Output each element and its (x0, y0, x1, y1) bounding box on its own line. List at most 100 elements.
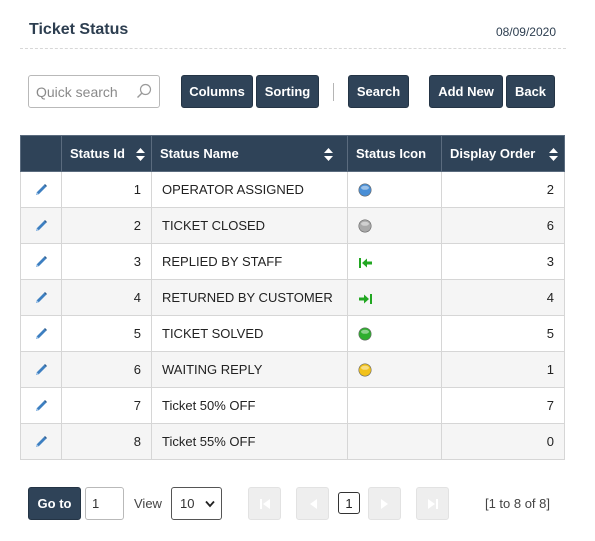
status-name-cell: Ticket 55% OFF (151, 423, 348, 460)
sort-icon[interactable] (136, 148, 145, 161)
quick-search-input[interactable] (29, 76, 136, 107)
edit-cell[interactable] (20, 423, 62, 460)
previous-page-icon (309, 498, 317, 509)
table-row: 3 REPLIED BY STAFF 3 (20, 243, 565, 280)
toolbar-separator (333, 83, 334, 101)
status-icon-cell (347, 351, 442, 388)
ticket-status-table: Status Id Status Name Status Icon Displa… (20, 135, 565, 460)
first-page-icon (259, 498, 270, 509)
sort-icon[interactable] (324, 148, 333, 161)
sort-icon[interactable] (549, 148, 558, 161)
status-id-cell: 2 (61, 207, 152, 244)
edit-cell[interactable] (20, 207, 62, 244)
header-edit-column (20, 135, 62, 172)
edit-cell[interactable] (20, 351, 62, 388)
edit-cell[interactable] (20, 279, 62, 316)
status-icon-cell (347, 243, 442, 280)
status-id-cell: 5 (61, 315, 152, 352)
quick-search-box[interactable] (28, 75, 160, 108)
pencil-icon[interactable] (34, 399, 48, 413)
header-status-icon-label: Status Icon (356, 146, 427, 161)
header-status-name-label: Status Name (160, 146, 239, 161)
page-size-select[interactable]: 10 (171, 487, 222, 520)
pencil-icon[interactable] (34, 255, 48, 269)
header-status-id-label: Status Id (70, 146, 125, 161)
table-row: 5 TICKET SOLVED 5 (20, 315, 565, 352)
blue-ball-icon (358, 183, 372, 197)
pencil-icon[interactable] (34, 435, 48, 449)
go-to-button[interactable]: Go to (28, 487, 81, 520)
display-order-cell: 4 (441, 279, 565, 316)
search-icon[interactable] (136, 83, 152, 99)
status-id-cell: 4 (61, 279, 152, 316)
table-header-row: Status Id Status Name Status Icon Displa… (20, 135, 565, 172)
status-id-cell: 6 (61, 351, 152, 388)
gray-ball-icon (358, 219, 372, 233)
status-name-cell: TICKET SOLVED (151, 315, 348, 352)
status-id-cell: 3 (61, 243, 152, 280)
page-date: 08/09/2020 (495, 25, 556, 39)
status-icon-cell (347, 423, 442, 460)
status-icon-cell (347, 315, 442, 352)
status-name-cell: WAITING REPLY (151, 351, 348, 388)
status-name-cell: Ticket 50% OFF (151, 387, 348, 424)
header-display-order[interactable]: Display Order (441, 135, 565, 172)
status-id-cell: 7 (61, 387, 152, 424)
next-page-icon (380, 498, 388, 509)
edit-cell[interactable] (20, 315, 62, 352)
status-name-cell: REPLIED BY STAFF (151, 243, 348, 280)
page-size-value: 10 (180, 496, 195, 511)
pencil-icon[interactable] (34, 363, 48, 377)
page-title: Ticket Status (29, 21, 129, 38)
view-label: View (134, 496, 162, 511)
display-order-cell: 5 (441, 315, 565, 352)
header-status-name[interactable]: Status Name (151, 135, 348, 172)
status-icon-cell (347, 387, 442, 424)
status-id-cell: 1 (61, 171, 152, 208)
display-order-cell: 3 (441, 243, 565, 280)
table-row: 1 OPERATOR ASSIGNED 2 (20, 171, 565, 208)
current-page-indicator[interactable]: 1 (338, 492, 360, 514)
arrow-right-bar-icon (359, 293, 372, 304)
edit-cell[interactable] (20, 387, 62, 424)
status-id-cell: 8 (61, 423, 152, 460)
table-row: 2 TICKET CLOSED 6 (20, 207, 565, 244)
pencil-icon[interactable] (34, 327, 48, 341)
display-order-cell: 6 (441, 207, 565, 244)
page-number-input[interactable] (85, 487, 124, 520)
edit-cell[interactable] (20, 243, 62, 280)
table-row: 8 Ticket 55% OFF 0 (20, 423, 565, 460)
first-page-button[interactable] (248, 487, 281, 520)
arrow-left-bar-icon (359, 257, 372, 268)
table-row: 6 WAITING REPLY 1 (20, 351, 565, 388)
status-name-cell: TICKET CLOSED (151, 207, 348, 244)
display-order-cell: 1 (441, 351, 565, 388)
status-name-cell: RETURNED BY CUSTOMER (151, 279, 348, 316)
yellow-ball-icon (358, 363, 372, 377)
back-button[interactable]: Back (506, 75, 555, 108)
header-display-order-label: Display Order (450, 146, 536, 161)
last-page-icon (427, 498, 438, 509)
display-order-cell: 2 (441, 171, 565, 208)
header-divider (20, 48, 566, 49)
chevron-down-icon (205, 500, 215, 508)
status-icon-cell (347, 171, 442, 208)
edit-cell[interactable] (20, 171, 62, 208)
pencil-icon[interactable] (34, 219, 48, 233)
header-status-icon[interactable]: Status Icon (347, 135, 442, 172)
previous-page-button[interactable] (296, 487, 329, 520)
pencil-icon[interactable] (34, 183, 48, 197)
search-button[interactable]: Search (348, 75, 409, 108)
table-row: 4 RETURNED BY CUSTOMER 4 (20, 279, 565, 316)
sorting-button[interactable]: Sorting (256, 75, 319, 108)
display-order-cell: 7 (441, 387, 565, 424)
next-page-button[interactable] (368, 487, 401, 520)
add-new-button[interactable]: Add New (429, 75, 503, 108)
status-name-cell: OPERATOR ASSIGNED (151, 171, 348, 208)
green-ball-icon (358, 327, 372, 341)
columns-button[interactable]: Columns (181, 75, 253, 108)
pencil-icon[interactable] (34, 291, 48, 305)
header-status-id[interactable]: Status Id (61, 135, 152, 172)
last-page-button[interactable] (416, 487, 449, 520)
table-row: 7 Ticket 50% OFF 7 (20, 387, 565, 424)
